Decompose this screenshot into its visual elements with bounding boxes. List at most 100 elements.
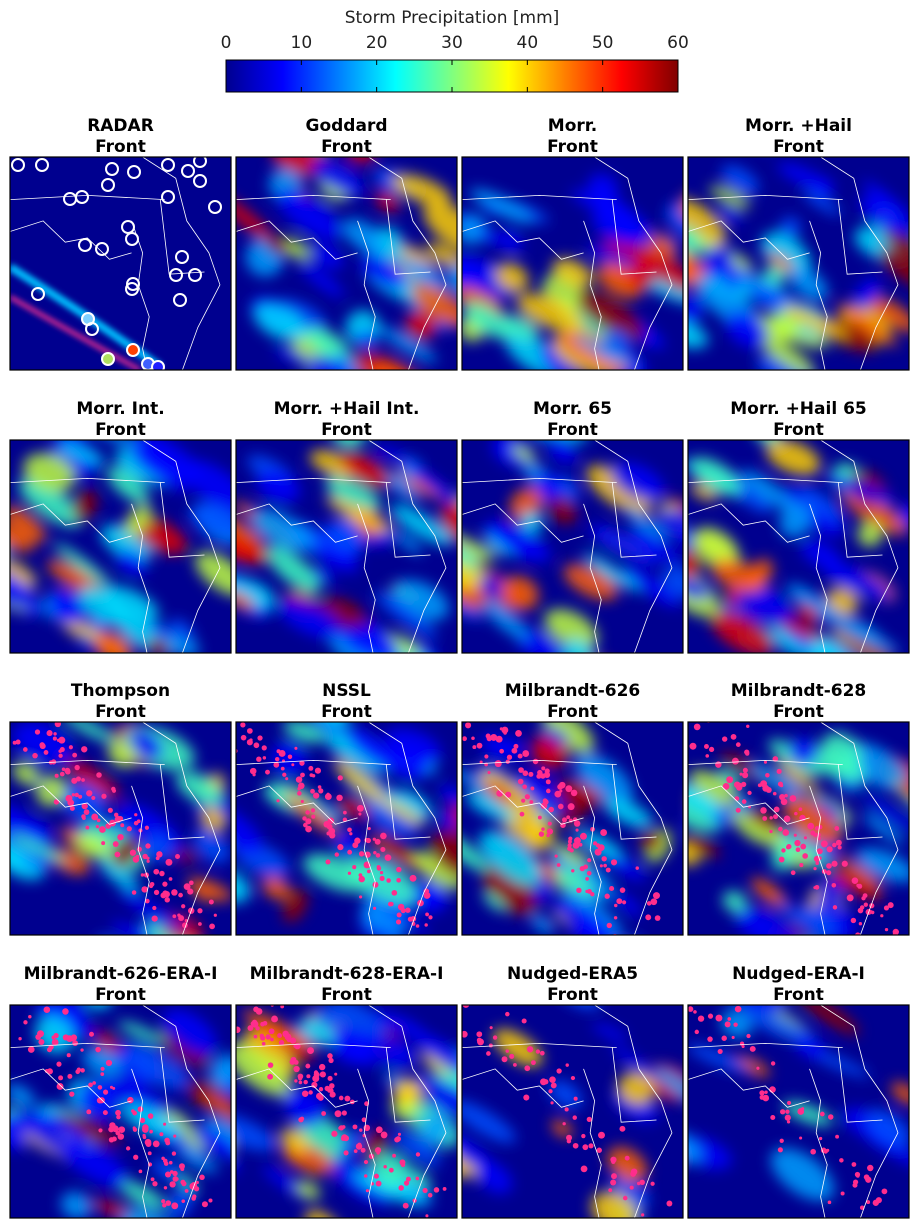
precip-blob [555, 783, 596, 810]
state-border [611, 1047, 657, 1123]
hail-dot [131, 890, 137, 895]
hail-dot [171, 1151, 177, 1156]
state-border [236, 194, 391, 200]
precip-blob [390, 504, 454, 546]
hail-dot [334, 1072, 338, 1076]
hail-dot [109, 1085, 114, 1089]
hail-dot [781, 848, 786, 853]
hail-dot [601, 856, 607, 862]
hail-dot [364, 1174, 368, 1178]
hail-dot [816, 848, 823, 855]
hail-dot [80, 1068, 85, 1073]
hail-dot [251, 1019, 258, 1025]
hail-dot [361, 1117, 367, 1123]
hail-dot [629, 1185, 634, 1190]
hail-dot [567, 843, 572, 848]
hail-dot [556, 1068, 562, 1074]
hail-dot [795, 847, 801, 853]
map-panel [10, 157, 231, 370]
hail-dot [127, 1096, 134, 1104]
precip-blob [853, 277, 881, 310]
hail-dot [397, 903, 405, 911]
hail-dot [132, 1126, 136, 1130]
precip-blob [836, 302, 899, 347]
panel-frame [9, 721, 232, 936]
hail-dot [319, 1071, 326, 1078]
hail-dot [98, 1128, 103, 1133]
hail-dot [88, 1082, 93, 1088]
hail-dot [183, 883, 191, 891]
hail-dot [546, 788, 551, 794]
hail-dot [772, 756, 779, 762]
hail-dot [596, 1147, 602, 1153]
coast-line [594, 722, 673, 935]
hail-dot [479, 760, 483, 764]
hail-dot [769, 829, 773, 834]
hail-dot [249, 767, 257, 775]
colorbar-tick-label: 30 [441, 33, 463, 53]
hail-dot [572, 1142, 579, 1149]
hail-dot [15, 739, 21, 745]
hail-dot [708, 746, 715, 753]
hail-dot [152, 1181, 158, 1187]
state-border [159, 764, 205, 840]
precip-blob [622, 565, 681, 608]
precip-blob [721, 165, 759, 195]
hail-dot [786, 1120, 791, 1124]
hail-dot [101, 793, 107, 799]
hail-dot [26, 996, 30, 1000]
precip-blob [688, 247, 702, 281]
hail-dot [763, 760, 768, 764]
hail-dot [43, 1006, 51, 1014]
hail-dot [376, 1151, 380, 1155]
hail-dot [142, 1124, 149, 1131]
precip-blob [552, 258, 593, 287]
hail-dot [267, 1062, 274, 1068]
hail-dot [28, 1015, 32, 1019]
hail-dot [133, 1154, 139, 1160]
hail-dot [486, 1051, 491, 1056]
hail-dot [405, 1176, 411, 1182]
hail-dot [528, 771, 534, 777]
precip-blob [880, 247, 909, 288]
hail-dot [58, 1075, 64, 1081]
hail-dot [530, 786, 535, 791]
precip-blob [462, 254, 487, 294]
panel-title: Nudged-ERA5 [507, 964, 638, 984]
precip-blob [413, 1031, 457, 1077]
hail-dot [537, 769, 543, 776]
hail-dot [347, 849, 353, 855]
precip-blob [53, 1112, 122, 1146]
panel-title: Morr. +Hail [745, 116, 852, 136]
hail-dot [485, 733, 491, 739]
hail-dot [881, 1188, 888, 1195]
hail-dot [164, 897, 170, 903]
hail-dot [334, 852, 340, 857]
precip-blob [793, 1035, 827, 1059]
hail-dot [422, 1187, 428, 1194]
hail-dot [603, 863, 607, 868]
hail-dot [285, 777, 289, 781]
hail-dot [133, 820, 139, 826]
hail-dot [546, 828, 554, 835]
hail-dot [869, 910, 873, 914]
panel-title: Milbrandt-628 [731, 681, 867, 701]
precip-blob [54, 542, 112, 587]
precip-blob [688, 225, 702, 259]
hail-dot [274, 756, 280, 762]
hail-dot [522, 770, 529, 777]
hail-dot [324, 793, 332, 801]
hail-dot [358, 875, 365, 883]
map-panel [10, 440, 231, 653]
hail-dot [704, 744, 709, 749]
hail-dot [462, 1005, 470, 1008]
panel-subtitle: Front [547, 420, 598, 440]
precip-blob [23, 453, 76, 492]
precip-blob [748, 762, 804, 799]
hail-dot [116, 816, 120, 820]
bay-line [357, 503, 376, 653]
hail-dot [91, 795, 96, 801]
hail-dot [280, 1005, 285, 1009]
hail-dot [581, 1133, 586, 1139]
precip-blob [825, 475, 896, 505]
